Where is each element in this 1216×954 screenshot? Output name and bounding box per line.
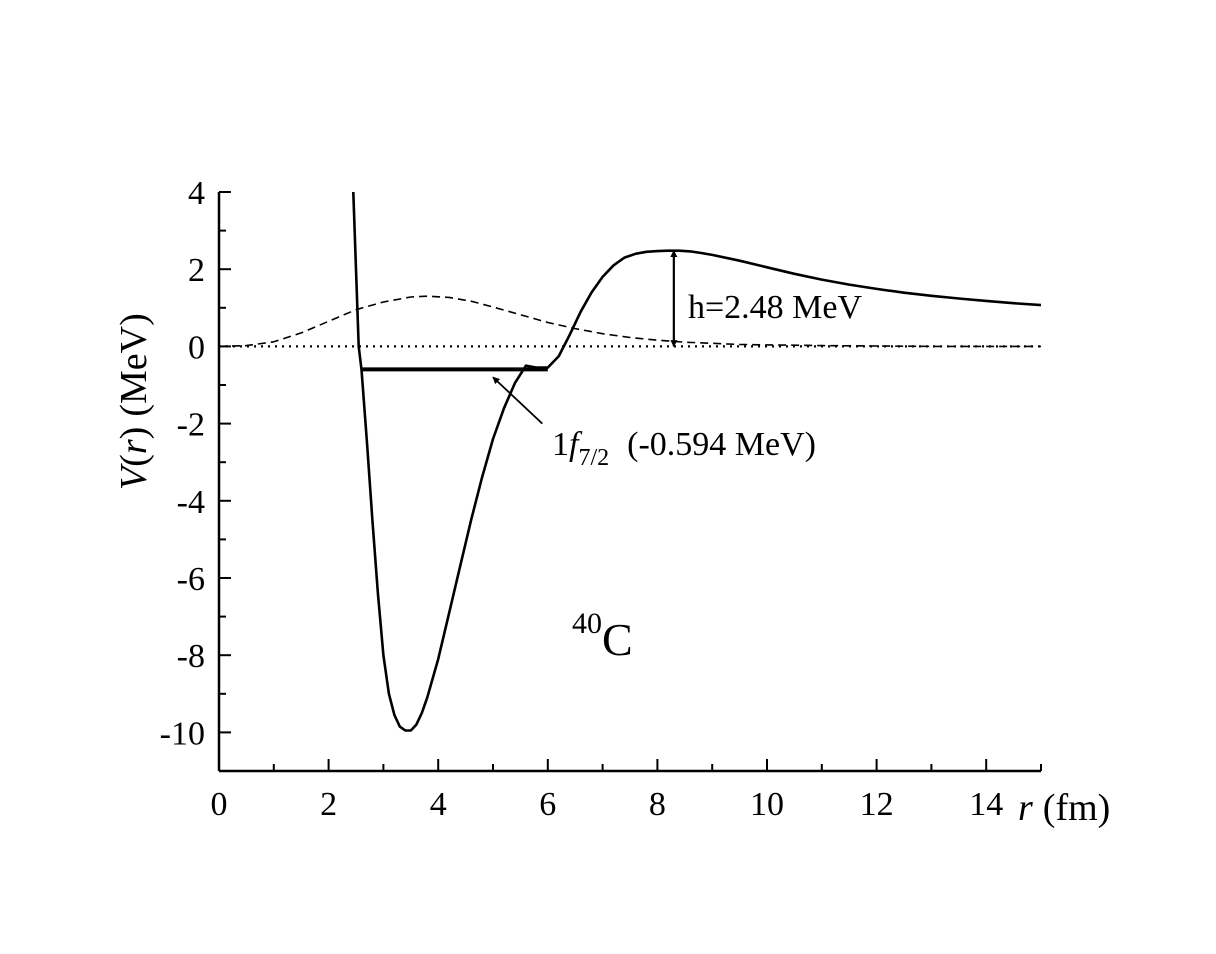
level-pointer-arrow bbox=[492, 376, 543, 425]
x-tick-label: 4 bbox=[430, 786, 447, 823]
y-axis-var-r: r bbox=[113, 439, 155, 454]
x-tick-label: 6 bbox=[539, 786, 556, 823]
y-axis-label: V(r) (MeV) bbox=[113, 313, 155, 490]
y-tick-label: -6 bbox=[177, 561, 205, 598]
level-label-number: 1 bbox=[552, 426, 569, 463]
y-tick-label: 4 bbox=[188, 175, 205, 212]
ticks: 0 2 4 6 8 10 12 14 -10 -8 -6 -4 -2 0 2 4 bbox=[160, 175, 1042, 823]
x-axis-unit: (fm) bbox=[1043, 787, 1111, 829]
barrier-height-label: h=2.48 MeV bbox=[688, 289, 862, 326]
y-axis-paren-open: ( bbox=[113, 454, 155, 467]
series-dashed-curve bbox=[218, 295, 1041, 348]
x-tick-label: 10 bbox=[750, 786, 784, 823]
x-axis-label: r (fm) bbox=[1018, 787, 1110, 829]
y-tick-label: -2 bbox=[177, 407, 205, 444]
level-label: 1f7/2 (-0.594 MeV) bbox=[552, 426, 816, 471]
x-tick-label: 8 bbox=[649, 786, 666, 823]
x-tick-label: 0 bbox=[211, 786, 228, 823]
y-tick-label: 0 bbox=[188, 329, 205, 366]
x-tick-label: 2 bbox=[320, 786, 337, 823]
y-tick-label: 2 bbox=[188, 252, 205, 289]
y-axis-paren-close: ) bbox=[113, 427, 155, 440]
nucleus-label: 40C bbox=[572, 607, 633, 665]
y-tick-label: -10 bbox=[160, 715, 205, 752]
axes bbox=[217, 192, 1041, 773]
y-tick-label: -4 bbox=[177, 484, 205, 521]
level-label-subscript: 7/2 bbox=[578, 445, 609, 471]
nucleus-mass-number: 40 bbox=[572, 607, 602, 640]
x-tick-label: 14 bbox=[969, 786, 1003, 823]
x-tick-label: 12 bbox=[860, 786, 894, 823]
annotations: h=2.48 MeV 1f7/2 (-0.594 MeV) 40C r (fm) V… bbox=[113, 249, 1110, 829]
level-label-energy: (-0.594 MeV) bbox=[627, 426, 816, 463]
series-solid-curve bbox=[352, 191, 1042, 732]
y-axis-unit: (MeV) bbox=[113, 313, 155, 416]
curves bbox=[218, 191, 1042, 732]
y-axis-var-v: V bbox=[113, 463, 155, 490]
x-axis-var: r bbox=[1018, 787, 1033, 829]
nucleus-symbol: C bbox=[602, 614, 633, 665]
y-tick-label: -8 bbox=[177, 638, 205, 675]
